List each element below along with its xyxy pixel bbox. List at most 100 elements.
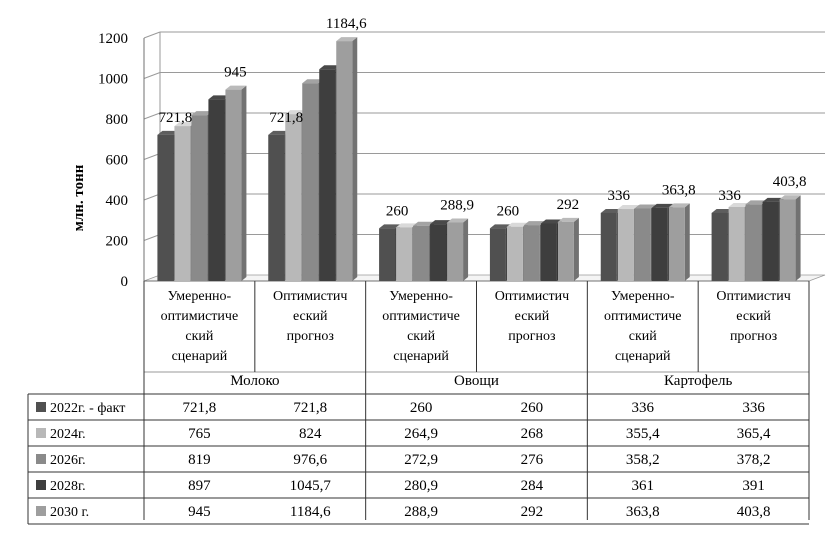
data-label: 260: [497, 203, 520, 219]
bar-top: [396, 223, 418, 228]
x-category-label: сценарий: [393, 349, 449, 364]
bar: [506, 226, 523, 281]
data-label: 1184,6: [326, 16, 367, 32]
data-label: 336: [608, 188, 631, 204]
bar-side: [684, 203, 690, 281]
x-category-label: еский: [515, 309, 550, 324]
bar-top: [413, 221, 435, 226]
x-category-label: еский: [293, 309, 328, 324]
bar: [540, 223, 557, 281]
table-cell: 1184,6: [290, 504, 331, 520]
x-category-label: Оптимистич: [273, 289, 347, 304]
x-category-label: Умеренно-: [389, 289, 453, 304]
bar-top: [430, 220, 452, 225]
data-label: 403,8: [773, 174, 807, 190]
x-group-label: Овощи: [454, 373, 499, 389]
table-cell: 1045,7: [290, 478, 332, 494]
data-label: 288,9: [440, 197, 474, 213]
bar: [600, 212, 617, 281]
table-cell: 284: [521, 478, 544, 494]
table-cell: 976,6: [293, 452, 327, 468]
bar-top: [319, 65, 341, 70]
table-cell: 260: [410, 400, 433, 416]
legend-label: 2024г.: [50, 427, 86, 442]
bar-top: [745, 200, 767, 205]
legend-swatch: [36, 402, 46, 412]
data-label: 721,8: [269, 110, 303, 126]
bar-side: [573, 217, 579, 281]
bar-side: [352, 37, 358, 281]
bar-top: [174, 122, 196, 127]
bar-top: [302, 79, 324, 84]
table-cell: 365,4: [737, 426, 771, 442]
bar-top: [208, 95, 230, 100]
bar: [225, 89, 242, 281]
bar: [336, 41, 353, 281]
x-category-label: оптимистиче: [604, 309, 682, 324]
table-cell: 378,2: [737, 452, 771, 468]
y-tick-label: 1200: [98, 31, 128, 47]
bar: [651, 207, 668, 281]
x-group-label: Картофель: [664, 373, 732, 389]
table-cell: 819: [188, 452, 211, 468]
bar: [396, 227, 413, 281]
bar: [174, 126, 191, 282]
y-tick-label: 200: [106, 234, 129, 250]
bar: [745, 204, 762, 281]
bar-top: [268, 130, 290, 135]
table-cell: 897: [188, 478, 211, 494]
data-label: 336: [718, 188, 741, 204]
x-category-label: сценарий: [615, 349, 671, 364]
table-cell: 272,9: [404, 452, 438, 468]
bar: [379, 228, 396, 281]
table-cell: 363,8: [626, 504, 660, 520]
gridline-side: [143, 193, 161, 201]
bar-top: [557, 217, 579, 222]
bar: [430, 224, 447, 281]
gridline-side: [143, 112, 161, 120]
x-category-label: сценарий: [172, 349, 228, 364]
table-cell: 268: [521, 426, 544, 442]
table-cell: 264,9: [404, 426, 438, 442]
bar-top: [225, 85, 247, 90]
table-cell: 721,8: [183, 400, 217, 416]
x-category-label: прогноз: [730, 329, 778, 344]
bar: [728, 207, 745, 281]
legend-swatch: [36, 480, 46, 490]
table-cell: 276: [521, 452, 544, 468]
bar: [668, 207, 685, 281]
x-category-label: Оптимистич: [495, 289, 569, 304]
bar: [557, 221, 574, 281]
bar-top: [336, 37, 358, 42]
bar-top: [762, 197, 784, 202]
x-category-label: ский: [629, 329, 658, 344]
bar-top: [191, 111, 213, 116]
table-cell: 260: [521, 400, 544, 416]
table-cell: 336: [632, 400, 655, 416]
data-label: 363,8: [662, 182, 696, 198]
bar: [711, 212, 728, 281]
bar-top: [447, 218, 469, 223]
bar-top: [506, 222, 528, 227]
table-cell: 358,2: [626, 452, 660, 468]
bar-top: [711, 208, 733, 213]
legend-label: 2030 г.: [50, 505, 89, 520]
y-tick-label: 1000: [98, 72, 128, 88]
x-category-label: ский: [407, 329, 436, 344]
x-category-label: Оптимистич: [716, 289, 790, 304]
x-category-label: прогноз: [508, 329, 556, 344]
table-cell: 721,8: [293, 400, 327, 416]
bar-top: [157, 130, 179, 135]
bar: [413, 225, 430, 281]
bar: [779, 199, 796, 281]
legend-label: 2026г.: [50, 453, 86, 468]
bar: [268, 134, 285, 281]
bar-top: [651, 203, 673, 208]
bar-top: [728, 203, 750, 208]
y-tick-label: 0: [121, 274, 129, 290]
table-cell: 824: [299, 426, 322, 442]
bar-side: [795, 195, 801, 281]
bar-side: [463, 218, 469, 281]
